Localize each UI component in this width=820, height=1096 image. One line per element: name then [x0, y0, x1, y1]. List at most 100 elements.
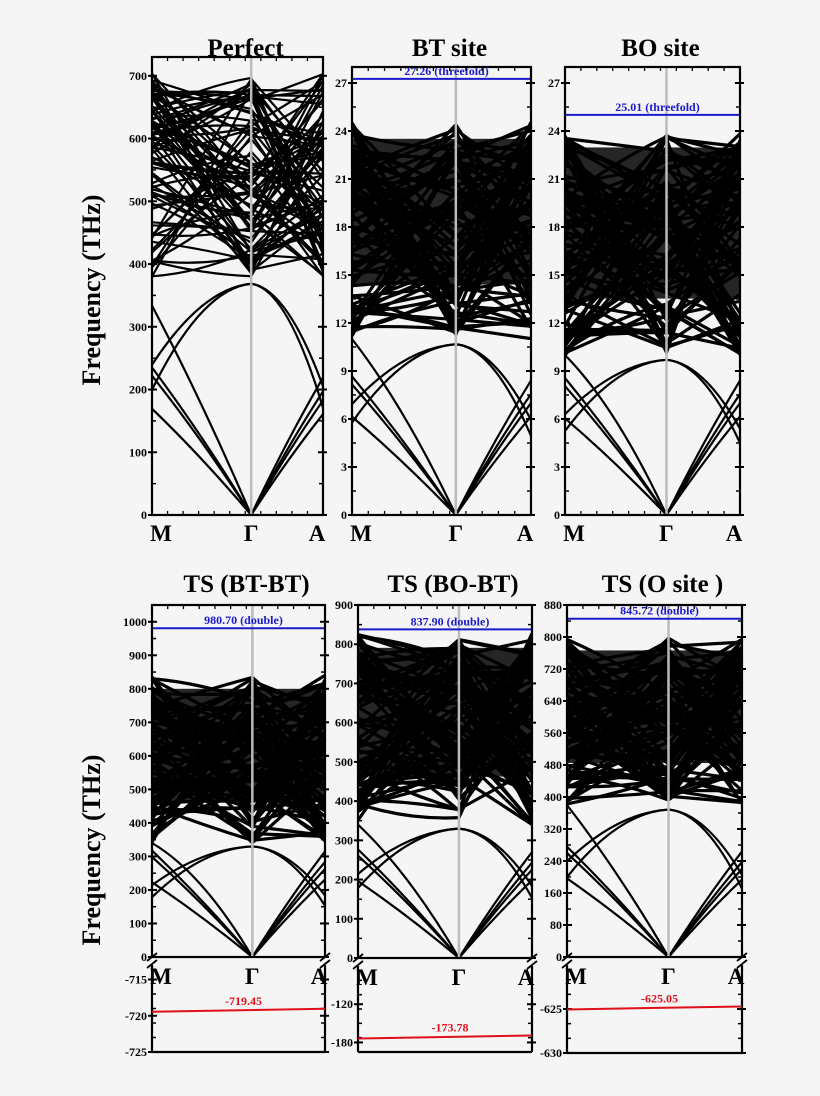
panel-ts-o-site: TS (O site ) 845.72 (double) 0 80 160 240 320 4…: [540, 571, 748, 1060]
imaginary-mode-label: -719.45: [225, 994, 262, 1008]
y-tick-label: 480: [544, 758, 562, 772]
y-tick-label: 700: [335, 676, 353, 690]
panel-ts-bt-bt: TS (BT-BT) 980.70 (double) 0 100 200 300 400 50…: [123, 571, 331, 1059]
y-tick-label: 700: [129, 715, 147, 729]
panel-ts-bo-bt: TS (BO-BT) 837.90 (double) 0 100 200 300 400 50…: [331, 571, 538, 1054]
plot-frame: [150, 55, 325, 517]
y-tick-label: -120: [331, 997, 353, 1011]
y-tick-label: 400: [129, 816, 147, 830]
y-tick-label: -720: [125, 1009, 147, 1023]
kpoint-label: Γ: [452, 965, 467, 990]
y-tick-label: -625: [540, 1002, 562, 1016]
y-tick-label: 0: [556, 950, 562, 964]
kpoint-label: Γ: [659, 521, 674, 546]
y-tick-label: 100: [335, 912, 353, 926]
highlight-mode-label: 845.72 (double): [620, 604, 699, 618]
y-axis-label: Frequency (THz): [77, 195, 106, 386]
y-tick-label: 160: [544, 886, 562, 900]
axis-break-icon: [736, 952, 748, 962]
y-tick-label: 300: [335, 833, 353, 847]
y-tick-label: 800: [335, 637, 353, 651]
imaginary-mode-line: [357, 1034, 533, 1040]
panel-title: TS (O site ): [602, 571, 724, 598]
kpoint-label: M: [150, 964, 172, 989]
y-tick-label: 3: [341, 460, 347, 474]
kpoint-label: Γ: [245, 964, 260, 989]
y-tick-label: 21: [335, 172, 347, 186]
y-tick-label: 9: [341, 364, 347, 378]
band-lines: [358, 632, 532, 958]
band-lines: [567, 636, 742, 957]
y-tick-label: 900: [335, 598, 353, 612]
y-tick-label: 18: [548, 220, 560, 234]
y-tick-label: 0: [554, 508, 560, 522]
axis-break-icon: [526, 953, 538, 963]
y-tick-label: 200: [129, 383, 147, 397]
y-tick-label: 200: [335, 873, 353, 887]
axis-break-icon: [319, 952, 331, 962]
y-tick-label: 400: [544, 790, 562, 804]
kpoint-label: A: [517, 521, 534, 546]
y-tick-label: 24: [548, 124, 560, 138]
panel-title: BT site: [412, 35, 487, 62]
y-tick-label: 500: [129, 782, 147, 796]
y-tick-label: 720: [544, 662, 562, 676]
kpoint-label: A: [518, 965, 535, 990]
imaginary-mode-line: [151, 1007, 326, 1013]
y-tick-label: 200: [129, 883, 147, 897]
y-tick-label: 700: [129, 69, 147, 83]
band-lines: [352, 121, 531, 515]
panel-title: BO site: [621, 35, 699, 62]
imaginary-mode-label: -625.05: [641, 991, 678, 1005]
y-tick-label: 0: [341, 508, 347, 522]
y-tick-label: 300: [129, 320, 147, 334]
band-lines: [152, 674, 325, 957]
y-tick-label: 12: [335, 316, 347, 330]
kpoint-label: M: [565, 964, 587, 989]
plot-frame: [350, 65, 533, 517]
y-tick-label: 300: [129, 849, 147, 863]
kpoint-label: Γ: [448, 521, 463, 546]
y-tick-label: 640: [544, 694, 562, 708]
y-tick-label: 900: [129, 648, 147, 662]
y-tick-label: 240: [544, 854, 562, 868]
y-tick-label: 100: [129, 916, 147, 930]
y-tick-label: 100: [129, 445, 147, 459]
y-tick-label: 0: [347, 951, 353, 965]
band-lines: [565, 132, 740, 515]
y-tick-label: 500: [335, 755, 353, 769]
y-axis-label: Frequency (THz): [77, 755, 106, 946]
kpoint-label: M: [563, 521, 585, 546]
panel-title: TS (BO-BT): [387, 571, 518, 598]
y-tick-label: -180: [331, 1035, 353, 1049]
y-tick-label: 600: [129, 132, 147, 146]
y-tick-label: 500: [129, 194, 147, 208]
kpoint-label: Γ: [661, 964, 676, 989]
y-tick-label: -715: [125, 973, 147, 987]
y-tick-label: 27: [548, 76, 560, 90]
y-tick-label: 0: [141, 950, 147, 964]
y-tick-label: 9: [554, 364, 560, 378]
highlight-mode-label: 837.90 (double): [411, 614, 490, 628]
y-tick-label: 1000: [123, 615, 147, 629]
kpoint-label: A: [309, 521, 326, 546]
y-tick-label: 6: [554, 412, 560, 426]
y-tick-label: 15: [548, 268, 560, 282]
y-tick-label: 880: [544, 598, 562, 612]
highlight-mode-label: 980.70 (double): [204, 613, 283, 627]
plot-frame: [563, 65, 742, 517]
axis-break-icon: [561, 952, 573, 962]
axis-break-icon: [352, 953, 364, 963]
band-lines: [152, 72, 323, 515]
y-tick-label: 3: [554, 460, 560, 474]
y-tick-label: -630: [540, 1046, 562, 1060]
y-tick-label: 320: [544, 822, 562, 836]
y-tick-label: 400: [129, 257, 147, 271]
kpoint-label: Γ: [244, 521, 259, 546]
y-tick-label: 15: [335, 268, 347, 282]
y-tick-label: 560: [544, 726, 562, 740]
kpoint-label: A: [728, 964, 745, 989]
y-tick-label: 27: [335, 76, 347, 90]
